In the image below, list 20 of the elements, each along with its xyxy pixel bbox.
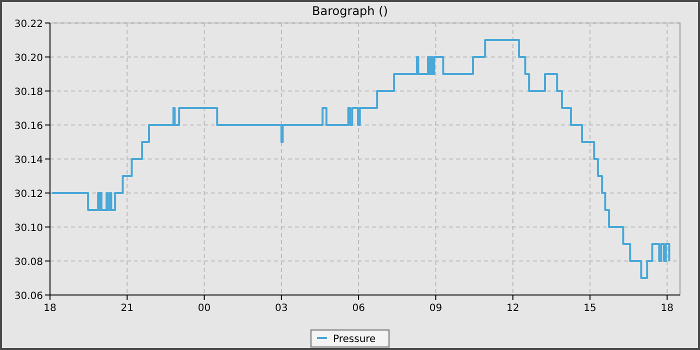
x-tick-label: 15 [584, 303, 596, 314]
x-tick-label: 18 [44, 303, 56, 314]
x-tick-label: 21 [120, 303, 134, 314]
x-tick-label: 06 [352, 303, 365, 314]
y-tick-label: 30.06 [14, 291, 43, 302]
y-tick-label: 30.14 [14, 155, 43, 166]
y-tick-label: 30.10 [14, 223, 43, 234]
chart-title: Barograph () [312, 4, 388, 18]
legend-label: Pressure [333, 334, 376, 345]
x-tick-label: 12 [506, 303, 520, 314]
y-tick-label: 30.18 [14, 87, 43, 98]
y-tick-label: 30.16 [14, 121, 43, 132]
x-tick-label: 18 [660, 303, 674, 314]
x-tick-label: 03 [275, 303, 288, 314]
x-tick-label: 00 [198, 303, 211, 314]
y-tick-label: 30.08 [14, 257, 43, 268]
y-tick-label: 30.22 [14, 19, 43, 30]
y-tick-label: 30.20 [14, 53, 43, 64]
y-tick-label: 30.12 [14, 189, 43, 200]
x-tick-label: 09 [429, 303, 442, 314]
